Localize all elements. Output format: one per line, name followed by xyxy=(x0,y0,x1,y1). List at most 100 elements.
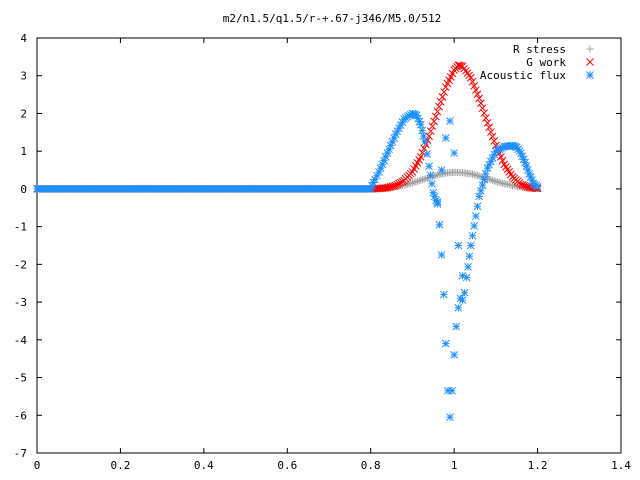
data-point xyxy=(433,198,442,206)
data-point xyxy=(476,186,485,195)
data-point xyxy=(418,176,426,184)
legend-label: Acoustic flux xyxy=(480,69,566,82)
data-point xyxy=(381,184,390,192)
x-tick-label: 0.8 xyxy=(361,459,381,472)
x-tick-label: 1 xyxy=(451,459,458,472)
data-point xyxy=(533,183,542,191)
y-tick-label: 4 xyxy=(20,32,27,45)
data-point xyxy=(466,73,475,82)
y-tick-label: -1 xyxy=(14,221,27,234)
data-point xyxy=(480,109,489,117)
data-point xyxy=(435,220,444,229)
data-point xyxy=(425,132,433,140)
data-point xyxy=(466,241,475,250)
data-point xyxy=(487,176,495,184)
data-point xyxy=(470,82,479,90)
data-point xyxy=(426,171,435,179)
legend-label: R stress xyxy=(513,43,566,56)
data-point xyxy=(454,303,463,312)
data-point xyxy=(418,148,427,157)
axis-ticks: 0 0.2 0.4 0.6 0.8 1 1.2 1.4 4 3 2 1 0 -1 -2 -3 -4 -5 -6 -7 xyxy=(14,32,632,472)
series-2 xyxy=(33,109,542,422)
data-point xyxy=(485,123,494,132)
data-point xyxy=(416,120,425,129)
data-point xyxy=(475,94,484,103)
data-point xyxy=(383,149,392,157)
data-point xyxy=(450,351,458,359)
chart-title: m2/n1.5/q1.5/r-+.67-j346/M5.0/512 xyxy=(223,12,442,25)
data-point xyxy=(412,178,420,186)
data-point xyxy=(489,176,497,184)
data-point xyxy=(478,104,487,113)
x-tick-label: 1.2 xyxy=(528,459,548,472)
data-point xyxy=(470,222,479,230)
data-point xyxy=(468,77,477,86)
data-point xyxy=(468,231,477,240)
data-point xyxy=(430,117,438,126)
data-point xyxy=(437,166,446,174)
data-point xyxy=(471,86,480,94)
data-point xyxy=(480,175,489,184)
y-tick-label: 1 xyxy=(20,145,27,158)
data-point xyxy=(502,163,510,171)
series-layer xyxy=(33,61,542,422)
data-point xyxy=(476,99,485,108)
data-point xyxy=(458,296,467,305)
data-point xyxy=(464,263,472,271)
y-tick-label: -2 xyxy=(14,258,27,271)
data-point xyxy=(473,90,482,99)
legend-marker xyxy=(586,58,594,66)
data-point xyxy=(423,150,431,158)
data-point xyxy=(503,165,512,174)
data-point xyxy=(425,162,433,171)
data-point xyxy=(481,114,490,122)
data-point xyxy=(498,156,507,165)
data-point xyxy=(448,386,456,395)
data-point xyxy=(420,175,428,183)
y-tick-label: 3 xyxy=(20,70,27,83)
data-point xyxy=(521,158,529,167)
data-point xyxy=(415,177,423,185)
data-point xyxy=(481,169,490,178)
data-point xyxy=(458,271,467,280)
data-point xyxy=(440,88,448,96)
data-point xyxy=(385,145,393,154)
data-point xyxy=(436,97,445,106)
data-point xyxy=(426,127,435,136)
legend-label: G work xyxy=(526,56,566,69)
data-point xyxy=(421,137,429,146)
data-point xyxy=(386,141,395,150)
data-point xyxy=(441,339,450,348)
data-point xyxy=(473,202,482,211)
data-point xyxy=(416,152,425,161)
y-tick-label: -4 xyxy=(14,334,28,347)
data-point xyxy=(475,192,484,201)
data-point xyxy=(452,322,461,331)
data-point xyxy=(438,93,447,101)
series-3 xyxy=(433,117,467,280)
data-point xyxy=(455,61,464,70)
y-tick-label: -5 xyxy=(14,372,27,385)
data-point xyxy=(465,252,474,261)
data-point xyxy=(419,132,428,140)
y-tick-label: 2 xyxy=(20,107,27,120)
data-point xyxy=(486,128,495,136)
legend-marker xyxy=(586,71,594,79)
y-tick-label: -6 xyxy=(14,409,27,422)
data-point xyxy=(408,179,416,187)
data-point xyxy=(428,122,437,131)
data-point xyxy=(446,413,454,422)
data-point xyxy=(475,172,483,180)
data-point xyxy=(478,181,487,189)
data-point xyxy=(441,134,450,142)
data-point xyxy=(380,156,388,165)
data-point xyxy=(410,178,418,186)
y-tick-label: 0 xyxy=(20,183,27,196)
data-point xyxy=(439,290,448,299)
data-point xyxy=(422,175,430,183)
data-point xyxy=(417,176,425,184)
data-point xyxy=(471,212,480,220)
x-tick-label: 1.4 xyxy=(611,459,631,472)
